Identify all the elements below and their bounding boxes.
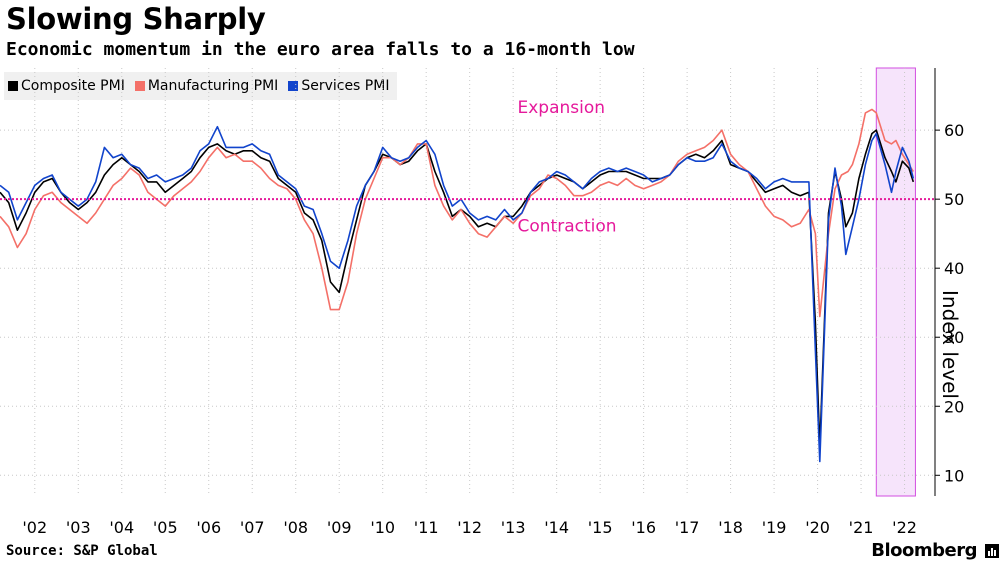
series-line-services — [0, 125, 915, 463]
x-tick-label: '02 — [22, 518, 47, 537]
x-tick-label: '22 — [892, 518, 917, 537]
x-tick-label: '03 — [66, 518, 91, 537]
y-tick-label: 20 — [944, 397, 964, 416]
annotation-expansion: Expansion — [518, 98, 606, 118]
x-tick-label: '18 — [718, 518, 743, 537]
x-tick-label: '04 — [109, 518, 134, 537]
y-tick-label: 50 — [944, 190, 964, 209]
x-tick-label: '06 — [196, 518, 221, 537]
legend-item-composite: Composite PMI — [8, 78, 125, 94]
y-axis-label: Index level — [938, 290, 962, 399]
y-tick-label: 60 — [944, 121, 964, 140]
legend-label-composite: Composite PMI — [21, 78, 125, 94]
series-line-composite — [0, 129, 915, 449]
x-tick-label: '05 — [153, 518, 178, 537]
legend-label-manufacturing: Manufacturing PMI — [147, 78, 279, 94]
y-tick-label: 40 — [944, 259, 964, 278]
bloomberg-logo: Bloomberg — [871, 540, 977, 561]
x-tick-label: '19 — [762, 518, 787, 537]
legend-item-services: Services PMI — [288, 78, 389, 94]
bloomberg-chart-icon — [985, 544, 999, 558]
x-tick-label: '17 — [675, 518, 700, 537]
highlight-band — [875, 67, 916, 497]
legend-swatch-services — [288, 81, 299, 91]
chart-title: Slowing Sharply — [6, 2, 266, 36]
y-tick-label: 30 — [944, 328, 964, 347]
legend-item-manufacturing: Manufacturing PMI — [134, 78, 279, 94]
x-tick-label: '16 — [631, 518, 656, 537]
x-tick-label: '09 — [327, 518, 352, 537]
legend: Composite PMI Manufacturing PMI Services… — [4, 72, 398, 100]
annotation-contraction: Contraction — [518, 217, 617, 237]
x-tick-label: '10 — [370, 518, 395, 537]
x-tick-label: '14 — [544, 518, 569, 537]
x-tick-label: '12 — [457, 518, 482, 537]
x-tick-label: '15 — [588, 518, 613, 537]
x-tick-label: '21 — [849, 518, 874, 537]
legend-swatch-composite — [8, 81, 18, 91]
series-line-manufacturing — [0, 108, 914, 318]
x-tick-label: '20 — [805, 518, 830, 537]
legend-label-services: Services PMI — [301, 78, 390, 94]
x-tick-label: '08 — [283, 518, 308, 537]
x-tick-label: '13 — [501, 518, 526, 537]
source-note: Source: S&P Global — [6, 543, 158, 559]
x-tick-label: '07 — [240, 518, 265, 537]
legend-swatch-manufacturing — [134, 81, 145, 91]
x-tick-label: '11 — [414, 518, 439, 537]
y-tick-label: 10 — [944, 466, 964, 485]
chart-subtitle: Economic momentum in the euro area falls… — [6, 39, 635, 60]
